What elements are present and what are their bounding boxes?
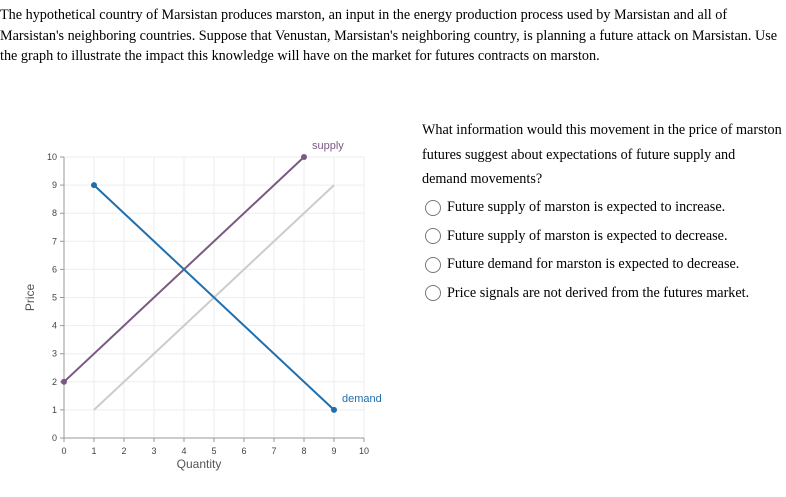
x-tick-label: 3	[151, 446, 156, 456]
question-panel: What information would this movement in …	[422, 118, 782, 308]
intro-text: The hypothetical country of Marsistan pr…	[0, 7, 778, 64]
y-tick-label: 10	[47, 152, 57, 162]
answer-option-label: Future supply of marston is expected to …	[447, 227, 728, 244]
supply-curve-label: supply	[312, 140, 344, 152]
y-tick-label: 9	[52, 180, 57, 190]
answer-option-label: Future demand for marston is expected to…	[447, 256, 740, 273]
supply-demand-chart[interactable]: 0 1 2 3 4 5 6 7 8 9 10 0 1 2 3 4 5 6 7 8 9 10 supply demand Qu…	[0, 120, 410, 485]
answer-option-2[interactable]: Future supply of marston is expected to …	[422, 222, 782, 251]
radio-button-icon[interactable]	[425, 199, 441, 216]
question-intro: The hypothetical country of Marsistan pr…	[0, 5, 786, 67]
x-tick-label: 9	[331, 446, 336, 456]
x-tick-label: 6	[241, 446, 246, 456]
y-tick-label: 8	[52, 208, 57, 218]
x-tick-label: 5	[211, 446, 216, 456]
answer-option-1[interactable]: Future supply of marston is expected to …	[422, 194, 782, 223]
y-tick-label: 6	[52, 264, 57, 274]
demand-point	[331, 406, 337, 413]
supply-point	[61, 378, 67, 385]
y-tick-label: 3	[52, 349, 57, 359]
y-tick-label: 4	[52, 321, 57, 331]
y-axis-label: Price	[23, 284, 37, 312]
x-tick-label: 1	[91, 446, 96, 456]
x-tick-label: 8	[301, 446, 306, 456]
y-tick-label: 1	[52, 405, 57, 415]
answer-option-3[interactable]: Future demand for marston is expected to…	[422, 251, 782, 280]
y-tick-label: 2	[52, 377, 57, 387]
x-tick-label: 2	[121, 446, 126, 456]
y-tick-label: 5	[52, 293, 57, 303]
radio-button-icon[interactable]	[425, 285, 441, 302]
supply-point	[301, 154, 307, 160]
radio-button-icon[interactable]	[425, 228, 441, 245]
x-tick-label: 7	[271, 446, 276, 456]
x-tick-label: 4	[181, 446, 186, 456]
answer-option-4[interactable]: Price signals are not derived from the f…	[422, 279, 782, 308]
demand-point	[91, 182, 97, 189]
x-tick-label: 0	[61, 446, 66, 456]
answer-option-label: Future supply of marston is expected to …	[447, 199, 726, 216]
y-tick-label: 0	[52, 433, 57, 443]
radio-button-icon[interactable]	[425, 256, 441, 273]
chart-axes: 0 1 2 3 4 5 6 7 8 9 10 0 1 2 3 4 5 6 7 8 9 10	[47, 152, 369, 456]
question-prompt: What information would this movement in …	[422, 122, 782, 187]
answer-option-label: Price signals are not derived from the f…	[447, 284, 750, 301]
demand-curve	[93, 184, 335, 411]
demand-curve-label: demand	[342, 393, 382, 405]
x-tick-label: 10	[359, 446, 369, 456]
chart-series[interactable]: supply demand	[61, 140, 382, 413]
x-axis-label: Quantity	[177, 457, 222, 471]
y-tick-label: 7	[52, 236, 57, 246]
